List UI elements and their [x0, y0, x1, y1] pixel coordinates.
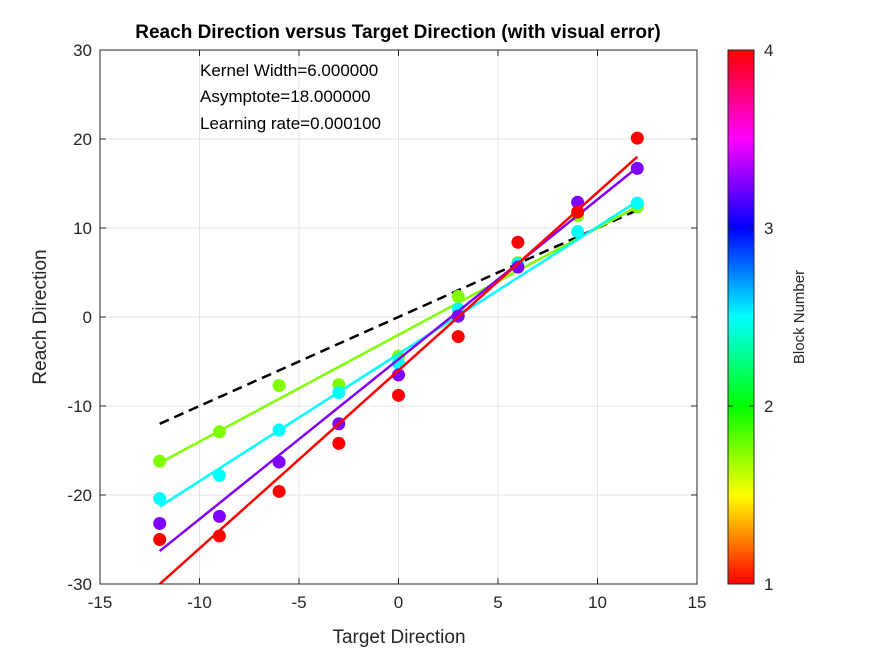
- x-axis-ticks: -15 -10 -5 0 5 10 15: [88, 50, 707, 612]
- data-point: [272, 484, 286, 498]
- data-point: [332, 436, 346, 450]
- data-point: [272, 379, 286, 393]
- data-point: [153, 516, 167, 530]
- data-point: [571, 205, 585, 219]
- fit-line: [159, 200, 638, 508]
- data-point: [392, 368, 405, 382]
- data-point: [153, 492, 167, 506]
- fit-line: [159, 205, 638, 465]
- data-point: [332, 386, 346, 400]
- y-tick-label: 30: [73, 41, 92, 60]
- x-tick-label: 15: [688, 593, 707, 612]
- chart-title: Reach Direction versus Target Direction …: [135, 22, 660, 43]
- data-point: [630, 131, 644, 145]
- colorbar-tick-label: 4: [764, 41, 773, 60]
- data-point: [153, 454, 167, 468]
- colorbar-tick-label: 1: [764, 575, 773, 594]
- x-tick-label: -15: [88, 593, 113, 612]
- x-tick-label: 5: [493, 593, 502, 612]
- annotation-block: Kernel Width=6.000000 Asymptote=18.00000…: [200, 61, 381, 133]
- colorbar-tick-label: 2: [764, 397, 773, 416]
- x-tick-label: -5: [291, 593, 306, 612]
- y-tick-label: 0: [83, 308, 92, 327]
- annotation-learning-rate: Learning rate=0.000100: [200, 114, 381, 133]
- annotation-kernel-width: Kernel Width=6.000000: [200, 61, 378, 80]
- y-tick-label: -10: [67, 397, 92, 416]
- data-point: [571, 225, 585, 239]
- x-tick-label: 10: [588, 593, 607, 612]
- fit-line: [158, 155, 639, 584]
- x-tick-label: 0: [394, 593, 403, 612]
- data-point: [272, 423, 286, 437]
- colorbar: [727, 49, 755, 585]
- y-axis-ticks: -30 -20 -10 0 10 20 30: [67, 41, 697, 594]
- data-point: [451, 330, 465, 344]
- colorbar-label: Block Number: [791, 270, 808, 364]
- data-point: [392, 388, 405, 402]
- data-point: [451, 290, 465, 304]
- annotation-asymptote: Asymptote=18.000000: [200, 87, 371, 106]
- y-tick-label: -20: [67, 486, 92, 505]
- reference-line: [159, 209, 638, 425]
- data-layer: [153, 131, 644, 584]
- y-axis-label: Reach Direction: [30, 249, 51, 384]
- data-point: [630, 161, 644, 175]
- data-point: [212, 425, 226, 439]
- data-point: [571, 195, 585, 209]
- x-axis-label: Target Direction: [332, 627, 465, 648]
- data-point: [212, 529, 226, 543]
- data-point: [212, 468, 226, 482]
- colorbar-ticks: 1 2 3 4: [728, 41, 773, 594]
- y-tick-label: -30: [67, 575, 92, 594]
- fit-line: [158, 166, 639, 553]
- data-point: [153, 533, 167, 546]
- series-4: [153, 131, 644, 584]
- data-point: [511, 235, 525, 249]
- data-point: [630, 196, 644, 210]
- y-tick-label: 10: [73, 219, 92, 238]
- colorbar-tick-label: 3: [764, 219, 773, 238]
- x-tick-label: -10: [187, 593, 212, 612]
- data-point: [272, 455, 286, 469]
- data-point: [212, 509, 226, 523]
- data-point: [511, 260, 525, 274]
- y-tick-label: 20: [73, 130, 92, 149]
